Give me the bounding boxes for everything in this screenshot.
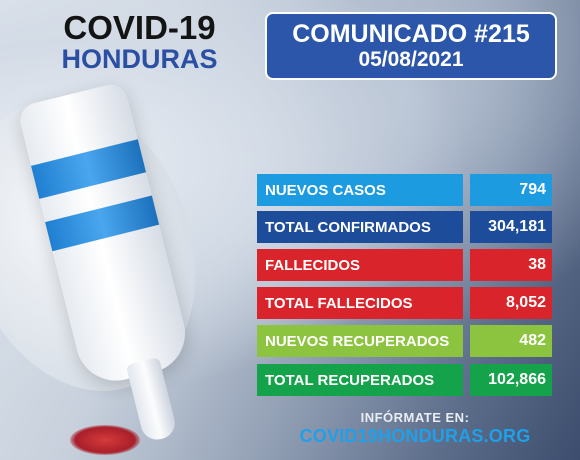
stat-value-total-deaths: 8,052 [470, 287, 552, 319]
stat-label-deaths: FALLECIDOS [257, 249, 463, 281]
logo-subtitle: HONDURAS [61, 44, 218, 74]
stat-label-total-deaths: TOTAL FALLECIDOS [257, 287, 463, 319]
footer-website-link[interactable]: COVID19HONDURAS.ORG [299, 426, 531, 446]
tube-band [31, 139, 147, 199]
footer-label: INFÓRMATE EN: [360, 410, 470, 425]
stat-label-new-recovered: NUEVOS RECUPERADOS [257, 325, 463, 357]
stat-label-new-cases: NUEVOS CASOS [257, 174, 463, 206]
communique-date: 05/08/2021 [358, 48, 464, 71]
stat-value-total-confirmed: 304,181 [470, 211, 552, 243]
communique-box: COMUNICADO #215 05/08/2021 [265, 12, 557, 80]
logo-title: COVID-19 [63, 9, 216, 46]
communique-title: COMUNICADO #215 [292, 20, 530, 48]
stat-value-deaths: 38 [470, 249, 552, 281]
blood-drop-illustration [70, 425, 140, 455]
stat-value-new-recovered: 482 [470, 325, 552, 357]
tube-band [45, 195, 160, 252]
stat-label-total-recovered: TOTAL RECUPERADOS [257, 364, 463, 396]
stat-value-total-recovered: 102,866 [470, 364, 552, 396]
stat-label-total-confirmed: TOTAL CONFIRMADOS [257, 211, 463, 243]
stat-value-new-cases: 794 [470, 174, 552, 206]
